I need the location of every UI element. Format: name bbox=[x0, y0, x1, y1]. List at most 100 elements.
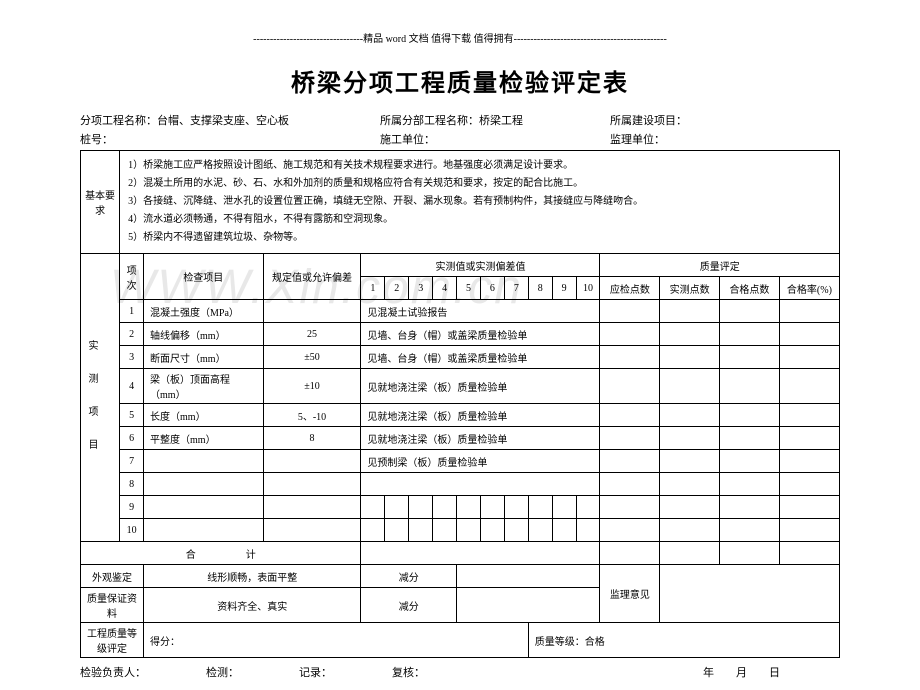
row-note: 见预制梁（板）质量检验单 bbox=[361, 450, 600, 473]
cell bbox=[600, 542, 660, 565]
data-row: 2轴线偏移（mm）25见墙、台身（帽）或盖梁质量检验单 bbox=[81, 323, 840, 346]
grade-row: 工程质量等级评定 得分： 质量等级：合格 bbox=[81, 623, 840, 658]
cell bbox=[433, 519, 457, 542]
sup-label: 监理单位： bbox=[610, 134, 665, 146]
meta-row-1: 分项工程名称：台帽、支撑梁支座、空心板 所属分部工程名称：桥梁工程 所属建设项目… bbox=[80, 112, 840, 128]
cell bbox=[600, 473, 660, 496]
cell bbox=[457, 588, 600, 623]
row-num: 2 bbox=[120, 323, 144, 346]
col-item-no: 项次 bbox=[120, 254, 144, 300]
row-spec: 8 bbox=[263, 427, 361, 450]
cell bbox=[779, 519, 839, 542]
row-item: 轴线偏移（mm） bbox=[144, 323, 264, 346]
col-check: 检查项目 bbox=[144, 254, 264, 300]
cell bbox=[480, 519, 504, 542]
deduct-label-2: 减分 bbox=[361, 588, 457, 623]
cell bbox=[504, 496, 528, 519]
row-num: 9 bbox=[120, 496, 144, 519]
cell bbox=[576, 519, 600, 542]
row-num: 6 bbox=[120, 427, 144, 450]
cell bbox=[779, 542, 839, 565]
num-5: 5 bbox=[457, 277, 481, 300]
basic-label-cell: 基本要求 bbox=[81, 151, 120, 254]
qa-label: 质量保证资料 bbox=[81, 588, 144, 623]
data-row: 1混凝土强度（MPa）见混凝土试验报告 bbox=[81, 300, 840, 323]
row-note: 见墙、台身（帽）或盖梁质量检验单 bbox=[361, 323, 600, 346]
cell bbox=[361, 542, 600, 565]
cell bbox=[385, 519, 409, 542]
cell bbox=[779, 369, 839, 404]
meta-row-2: 桩号： 施工单位： 监理单位： bbox=[80, 131, 840, 147]
cell bbox=[779, 300, 839, 323]
cell bbox=[600, 496, 660, 519]
qa-value: 资料齐全、真实 bbox=[144, 588, 361, 623]
cell bbox=[409, 496, 433, 519]
col-measured: 实测值或实测偏差值 bbox=[361, 254, 600, 277]
requirements-row: 基本要求 1）桥梁施工应严格按照设计图纸、施工规范和有关技术规程要求进行。地基强… bbox=[81, 151, 840, 254]
total-row: 合 计 bbox=[81, 542, 840, 565]
num-1: 1 bbox=[361, 277, 385, 300]
data-row: 3断面尺寸（mm）±50见墙、台身（帽）或盖梁质量检验单 bbox=[81, 346, 840, 369]
appearance-row: 外观鉴定 线形顺畅，表面平整 减分 监理意见 bbox=[81, 565, 840, 588]
row-note: 见就地浇注梁（板）质量检验单 bbox=[361, 404, 600, 427]
part-label: 所属分部工程名称： bbox=[380, 115, 479, 127]
row-item bbox=[144, 496, 264, 519]
data-row: 7 见预制梁（板）质量检验单 bbox=[81, 450, 840, 473]
pile-label: 桩号： bbox=[80, 134, 113, 146]
row-num: 7 bbox=[120, 450, 144, 473]
row-num: 1 bbox=[120, 300, 144, 323]
cell bbox=[528, 496, 552, 519]
cell bbox=[576, 496, 600, 519]
cell bbox=[779, 404, 839, 427]
cell bbox=[660, 300, 720, 323]
cell bbox=[600, 369, 660, 404]
num-9: 9 bbox=[552, 277, 576, 300]
cell bbox=[600, 404, 660, 427]
requirements-cell: 1）桥梁施工应严格按照设计图纸、施工规范和有关技术规程要求进行。地基强度必须满足… bbox=[120, 151, 840, 254]
cell bbox=[457, 496, 481, 519]
cell bbox=[720, 404, 780, 427]
data-row: 9 bbox=[81, 496, 840, 519]
cell bbox=[660, 346, 720, 369]
row-spec: ±10 bbox=[263, 369, 361, 404]
col-pass: 合格点数 bbox=[720, 277, 780, 300]
row-num: 8 bbox=[120, 473, 144, 496]
cell bbox=[528, 519, 552, 542]
row-item bbox=[144, 473, 264, 496]
data-row: 6平整度（mm）8见就地浇注梁（板）质量检验单 bbox=[81, 427, 840, 450]
row-note: 见就地浇注梁（板）质量检验单 bbox=[361, 369, 600, 404]
cell bbox=[720, 473, 780, 496]
num-2: 2 bbox=[385, 277, 409, 300]
cell bbox=[660, 404, 720, 427]
cell bbox=[600, 300, 660, 323]
row-num: 10 bbox=[120, 519, 144, 542]
header-decoration: ---------------------------------精品 word… bbox=[80, 30, 840, 45]
total-label: 合 计 bbox=[81, 542, 361, 565]
cell bbox=[361, 496, 385, 519]
cell bbox=[361, 519, 385, 542]
col-should: 应检点数 bbox=[600, 277, 660, 300]
row-spec bbox=[263, 519, 361, 542]
cell bbox=[779, 346, 839, 369]
row-num: 5 bbox=[120, 404, 144, 427]
grade-result: 质量等级：合格 bbox=[528, 623, 839, 658]
data-row: 5长度（mm）5、-10见就地浇注梁（板）质量检验单 bbox=[81, 404, 840, 427]
row-spec: 5、-10 bbox=[263, 404, 361, 427]
cell bbox=[720, 300, 780, 323]
col-spec: 规定值或允许偏差 bbox=[263, 254, 361, 300]
sig-test: 检测： bbox=[206, 664, 239, 680]
cell bbox=[779, 450, 839, 473]
cell bbox=[660, 496, 720, 519]
cell bbox=[457, 565, 600, 588]
row-note: 见就地浇注梁（板）质量检验单 bbox=[361, 427, 600, 450]
row-note: 见混凝土试验报告 bbox=[361, 300, 600, 323]
main-table: 基本要求 1）桥梁施工应严格按照设计图纸、施工规范和有关技术规程要求进行。地基强… bbox=[80, 150, 840, 658]
col-quality: 质量评定 bbox=[600, 254, 840, 277]
cell bbox=[779, 496, 839, 519]
cell bbox=[779, 473, 839, 496]
grade-label: 工程质量等级评定 bbox=[81, 623, 144, 658]
sig-date: 年 月 日 bbox=[703, 664, 780, 680]
signature-row: 检验负责人： 检测： 记录： 复核： 年 月 日 bbox=[80, 664, 840, 680]
num-4: 4 bbox=[433, 277, 457, 300]
row-note: 见墙、台身（帽）或盖梁质量检验单 bbox=[361, 346, 600, 369]
